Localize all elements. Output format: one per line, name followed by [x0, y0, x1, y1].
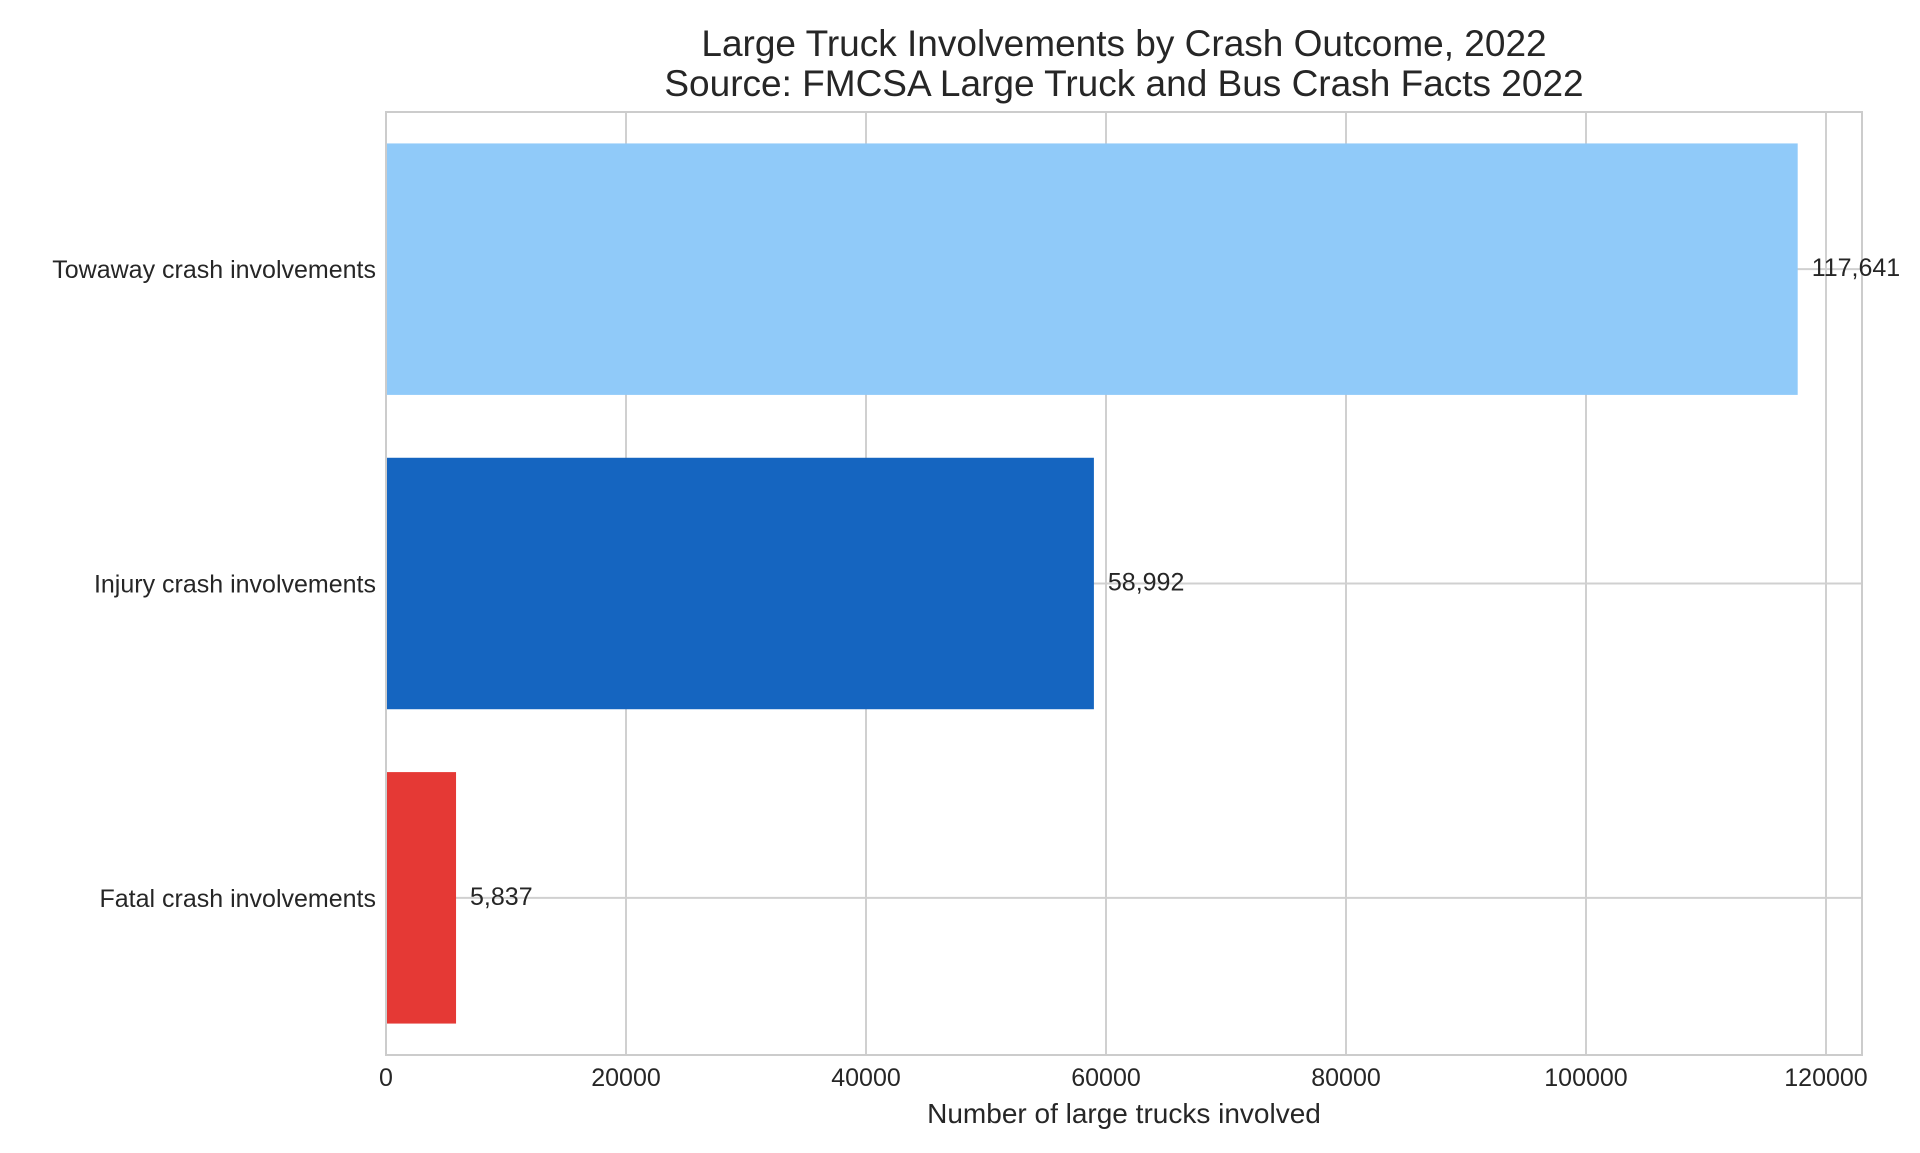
y-tick-label: Injury crash involvements: [94, 571, 376, 599]
bar-value-label: 117,641: [1812, 254, 1901, 282]
bar: [386, 772, 457, 1024]
x-axis-label: Number of large trucks involved: [927, 1098, 1321, 1129]
bars-layer: [386, 143, 1798, 1024]
x-tick-label: 40000: [831, 1064, 901, 1092]
x-tick-label: 80000: [1311, 1064, 1381, 1092]
x-tick-label: 20000: [591, 1064, 661, 1092]
labels-layer: 117,641 58,992 5,837: [470, 254, 1900, 911]
chart-title: Large Truck Involvements by Crash Outcom…: [701, 23, 1546, 64]
x-tick-label: 100000: [1544, 1064, 1627, 1092]
x-tick-label: 60000: [1071, 1064, 1141, 1092]
y-tick-label: Towaway crash involvements: [52, 256, 376, 284]
y-tick-label: Fatal crash involvements: [99, 885, 376, 913]
bar: [386, 457, 1094, 710]
chart-subtitle: Source: FMCSA Large Truck and Bus Crash …: [664, 63, 1583, 104]
ticks-layer: 0 20000 40000 60000 80000 100000 120000 Towaway…: [52, 256, 1867, 1092]
x-tick-label: 0: [379, 1064, 393, 1092]
bar: [386, 143, 1798, 395]
plot-frame: [385, 111, 1863, 1056]
bar-value-label: 5,837: [470, 883, 533, 911]
bar-value-label: 58,992: [1108, 569, 1184, 597]
x-tick-label: 120000: [1784, 1064, 1867, 1092]
